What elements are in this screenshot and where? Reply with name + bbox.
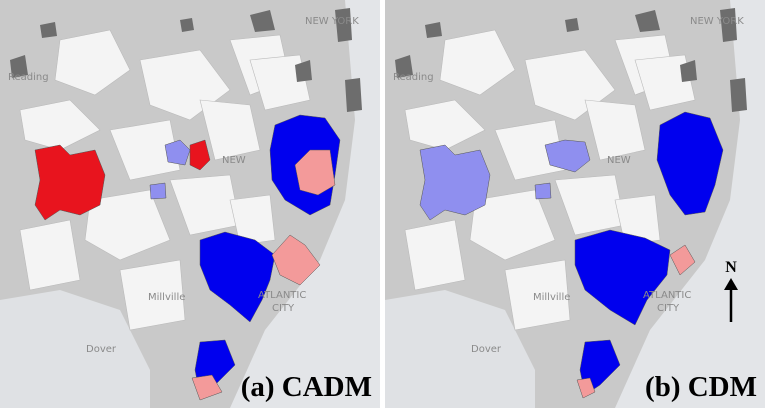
- map-label: Reading: [393, 72, 434, 83]
- highlighted-region: [656, 111, 724, 216]
- map-label: Millville: [533, 292, 570, 303]
- municipality: [84, 189, 171, 261]
- highlighted-region: [544, 139, 591, 173]
- ocean: [615, 0, 765, 408]
- municipality-dark: [295, 60, 312, 82]
- map-label: Reading: [8, 72, 49, 83]
- map-label: Dover: [471, 344, 502, 355]
- map-label: NEW YORK: [690, 16, 744, 27]
- municipality: [469, 189, 556, 261]
- highlighted-region: [669, 244, 696, 276]
- municipality-dark: [335, 8, 352, 42]
- municipality-dark: [730, 78, 747, 112]
- map-label: CITY: [272, 303, 295, 314]
- panel-label: (a) CADM: [241, 371, 372, 403]
- municipality-dark: [720, 8, 737, 42]
- municipality-dark: [425, 22, 442, 38]
- municipality: [584, 99, 646, 161]
- map-panel: NEW YORK Reading NEW Millville ATLANTIC CITY D…: [0, 0, 380, 408]
- municipality: [634, 54, 696, 111]
- highlighted-region: [294, 149, 336, 196]
- municipality: [404, 99, 486, 151]
- north-label: N: [725, 259, 737, 276]
- municipality-dark: [250, 10, 275, 32]
- municipality: [109, 119, 181, 181]
- municipality-dark: [635, 10, 660, 32]
- municipality: [229, 194, 276, 246]
- municipality-dark: [395, 55, 413, 78]
- municipality: [19, 99, 101, 151]
- map-label: Dover: [86, 344, 117, 355]
- highlighted-region: [34, 144, 106, 221]
- municipality: [119, 259, 186, 331]
- municipality: [504, 259, 571, 331]
- bay: [0, 290, 150, 408]
- map-panel: NEW YORK Reading NEW Millville ATLANTIC CITY D…: [385, 0, 765, 408]
- municipality: [404, 219, 466, 291]
- panel-label: (b) CDM: [645, 371, 757, 403]
- map-label: Millville: [148, 292, 185, 303]
- municipality: [54, 29, 131, 96]
- highlighted-region: [189, 139, 211, 171]
- municipality: [494, 119, 566, 181]
- map-label: ATLANTIC: [643, 290, 691, 301]
- ocean: [230, 0, 380, 408]
- highlighted-region: [164, 139, 191, 166]
- highlighted-region: [199, 231, 276, 323]
- municipality-dark: [680, 60, 697, 82]
- municipality: [614, 194, 661, 246]
- municipality-dark: [565, 18, 579, 32]
- highlighted-region: [574, 229, 671, 326]
- north-arrowhead: [724, 278, 738, 290]
- municipality: [439, 29, 516, 96]
- highlighted-region: [271, 234, 321, 286]
- highlighted-region: [149, 182, 167, 200]
- map-label: NEW: [222, 155, 246, 166]
- map-label: CITY: [657, 303, 680, 314]
- divider: [380, 0, 385, 408]
- map-label: NEW: [607, 155, 631, 166]
- highlighted-region: [419, 144, 491, 221]
- bay: [385, 290, 535, 408]
- municipality: [249, 54, 311, 111]
- map-label: ATLANTIC: [258, 290, 306, 301]
- highlighted-region: [534, 182, 552, 200]
- municipality-dark: [180, 18, 194, 32]
- municipality-dark: [10, 55, 28, 78]
- map-label: NEW YORK: [305, 16, 359, 27]
- municipality-dark: [345, 78, 362, 112]
- municipality: [19, 219, 81, 291]
- highlighted-region: [191, 374, 223, 401]
- municipality-dark: [40, 22, 57, 38]
- municipality: [199, 99, 261, 161]
- highlighted-region: [576, 377, 596, 399]
